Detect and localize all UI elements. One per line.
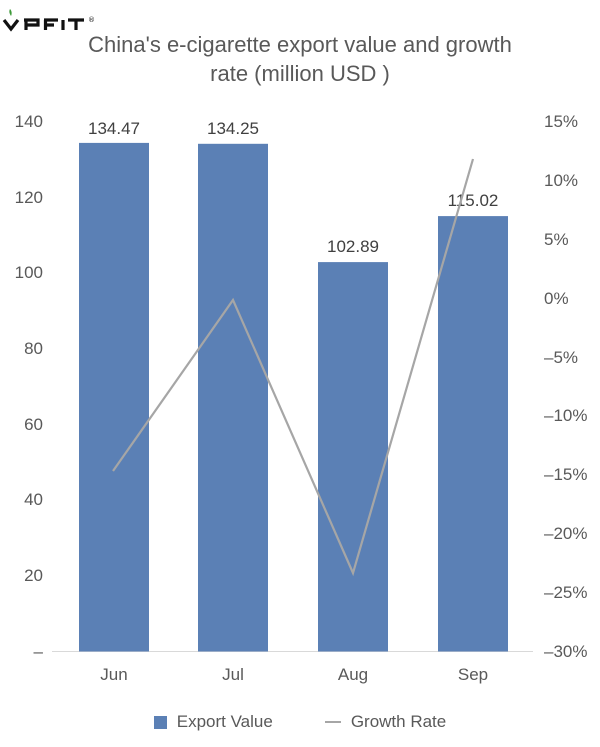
right-tick: –20% [544,524,587,543]
vpfit-logo: ® [2,8,112,32]
x-axis: Jun Jul Aug Sep [100,665,488,684]
legend-label: Export Value [176,712,273,731]
right-y-axis: 15% 10% 5% 0% –5% –10% –15% –20% –25% –3… [544,112,587,661]
x-tick: Jul [222,665,244,684]
left-y-axis: 140 120 100 80 60 40 20 – [15,112,44,661]
x-tick: Aug [338,665,368,684]
right-tick: –30% [544,642,587,661]
data-label-jul: 134.25 [207,119,259,138]
right-tick: 10% [544,171,578,190]
svg-text:®: ® [88,16,95,24]
data-label-sep: 115.02 [448,191,499,210]
right-tick: –15% [544,465,587,484]
bar-jun [79,142,149,652]
left-tick: – [34,642,44,661]
legend-item-export-value: Export Value [153,712,273,732]
chart-title-line2: rate (million USD ) [210,61,390,86]
right-tick: –25% [544,583,587,602]
bar-aug [318,262,388,652]
legend-item-growth-rate: Growth Rate [324,712,447,732]
legend-label: Growth Rate [350,712,447,731]
chart-title: China's e-cigarette export value and gro… [40,30,560,88]
right-tick: 5% [544,230,569,249]
left-tick: 140 [15,112,43,131]
right-tick: 0% [544,289,569,308]
left-tick: 20 [24,566,43,585]
x-tick: Jun [100,665,127,684]
bar-jul [198,143,268,652]
line-swatch-icon [324,721,341,723]
leaf-icon [9,9,12,16]
data-label-aug: 102.89 [327,237,379,256]
right-tick: 15% [544,112,578,131]
chart-legend: Export Value Growth Rate [0,712,600,732]
export-value-series [79,142,508,652]
left-tick: 100 [15,263,43,282]
logo-icon: ® [2,9,95,32]
chart-title-line1: China's e-cigarette export value and gro… [88,32,512,57]
left-tick: 120 [15,188,43,207]
left-tick: 60 [24,415,43,434]
bar-sep [438,216,508,652]
left-tick: 80 [24,339,43,358]
bar-swatch-icon [153,715,167,729]
growth-rate-line [112,158,475,577]
right-tick: –5% [544,348,578,367]
left-tick: 40 [24,490,43,509]
right-tick: –10% [544,406,587,425]
bar-data-labels: 134.47 134.25 102.89 115.02 [88,119,498,256]
x-tick: Sep [458,665,488,684]
data-label-jun: 134.47 [88,119,140,138]
